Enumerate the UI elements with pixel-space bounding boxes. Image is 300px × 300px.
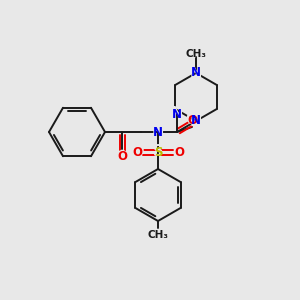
- Text: O: O: [132, 146, 142, 158]
- Text: S: S: [154, 146, 162, 158]
- Text: N: N: [171, 106, 183, 122]
- Text: N: N: [190, 65, 202, 80]
- Text: CH₃: CH₃: [148, 230, 169, 240]
- Text: O: O: [173, 145, 185, 160]
- Text: O: O: [131, 145, 143, 160]
- Text: S: S: [153, 145, 163, 160]
- Text: CH₃: CH₃: [145, 229, 171, 242]
- Text: N: N: [152, 124, 164, 140]
- Text: CH₃: CH₃: [183, 47, 209, 61]
- Text: O: O: [117, 151, 127, 164]
- Text: N: N: [190, 113, 202, 128]
- Text: N: N: [191, 67, 201, 80]
- Text: CH₃: CH₃: [185, 49, 206, 59]
- Text: O: O: [186, 112, 198, 128]
- Text: O: O: [116, 149, 128, 164]
- Text: N: N: [191, 115, 201, 128]
- Text: O: O: [174, 146, 184, 158]
- Text: N: N: [172, 107, 182, 121]
- Text: N: N: [153, 125, 163, 139]
- Text: O: O: [187, 113, 197, 127]
